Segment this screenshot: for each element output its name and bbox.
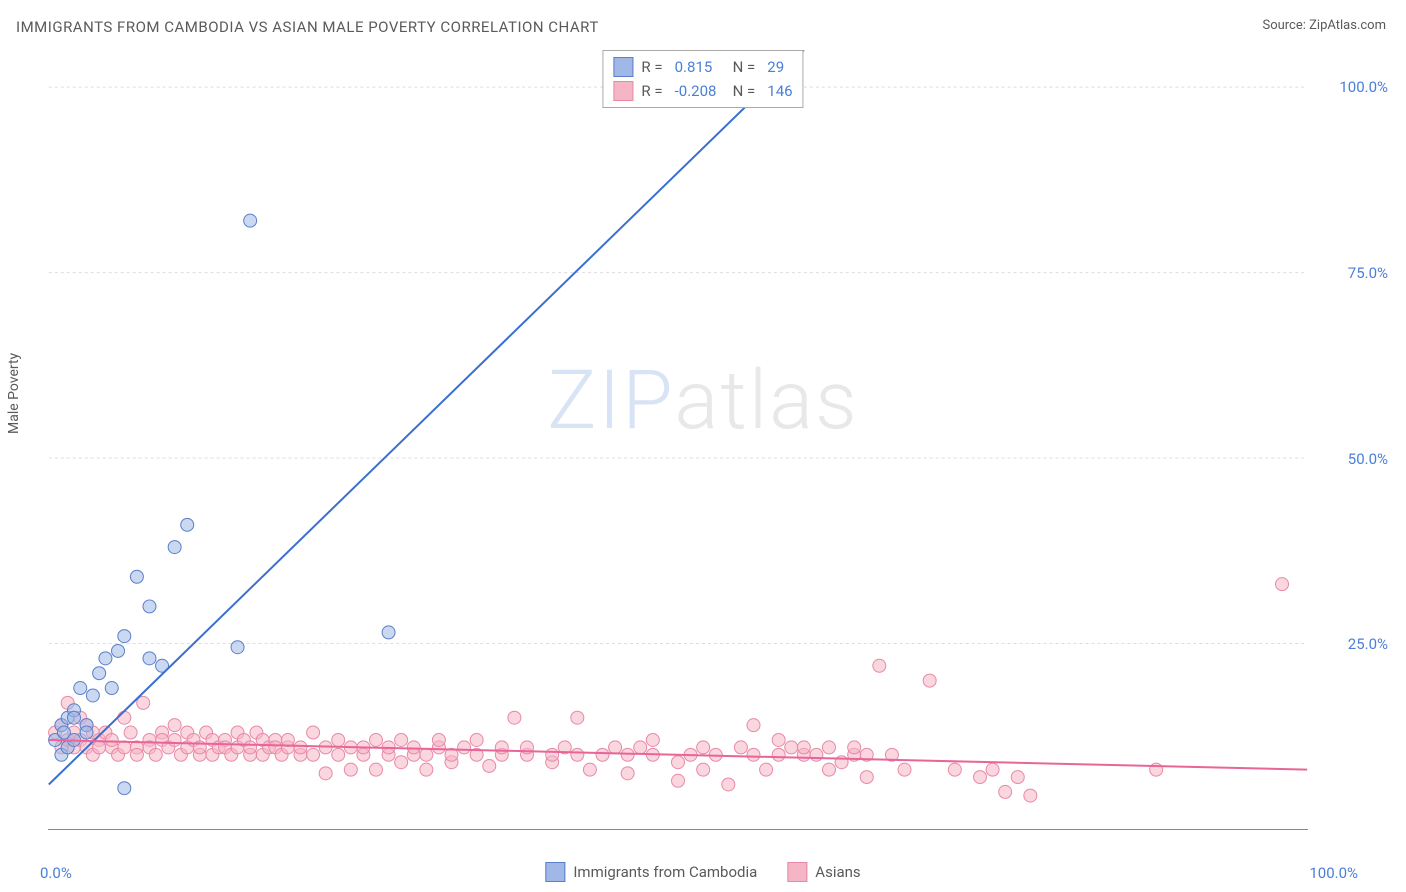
source-value: ZipAtlas.com bbox=[1309, 18, 1386, 33]
legend-label-1: Asians bbox=[815, 863, 860, 881]
y-axis-label: Male Poverty bbox=[6, 353, 22, 434]
legend-r-value-0: 0.815 bbox=[675, 58, 725, 76]
legend-row-series-1: R = -0.208 N = 146 bbox=[613, 79, 792, 103]
series-legend: Immigrants from Cambodia Asians bbox=[545, 862, 860, 882]
legend-swatch-bottom-1 bbox=[787, 862, 807, 882]
x-tick-start: 0.0% bbox=[40, 864, 72, 882]
y-tick-label: 75.0% bbox=[1348, 264, 1388, 282]
scatter-plot-svg bbox=[48, 50, 1308, 829]
legend-swatch-0 bbox=[613, 57, 633, 77]
source-credit: Source: ZipAtlas.com bbox=[1262, 18, 1386, 33]
legend-n-label-0: N = bbox=[733, 58, 756, 76]
legend-label-0: Immigrants from Cambodia bbox=[573, 863, 757, 881]
legend-n-label-1: N = bbox=[733, 82, 756, 100]
legend-item-1: Asians bbox=[787, 862, 860, 882]
legend-swatch-1 bbox=[613, 81, 633, 101]
x-tick-end: 100.0% bbox=[1309, 864, 1358, 882]
legend-row-series-0: R = 0.815 N = 29 bbox=[613, 55, 792, 79]
legend-r-label-1: R = bbox=[641, 82, 662, 100]
correlation-legend: R = 0.815 N = 29 R = -0.208 N = 146 bbox=[602, 50, 803, 108]
legend-swatch-bottom-0 bbox=[545, 862, 565, 882]
legend-n-value-1: 146 bbox=[767, 82, 792, 100]
y-tick-label: 50.0% bbox=[1348, 450, 1388, 468]
y-tick-label: 25.0% bbox=[1348, 635, 1388, 653]
chart-title: IMMIGRANTS FROM CAMBODIA VS ASIAN MALE P… bbox=[16, 18, 599, 36]
legend-item-0: Immigrants from Cambodia bbox=[545, 862, 757, 882]
legend-r-value-1: -0.208 bbox=[675, 82, 725, 100]
legend-r-label-0: R = bbox=[641, 58, 662, 76]
chart-container: IMMIGRANTS FROM CAMBODIA VS ASIAN MALE P… bbox=[0, 0, 1406, 892]
source-label: Source: bbox=[1262, 18, 1309, 33]
plot-area bbox=[48, 50, 1308, 830]
legend-n-value-0: 29 bbox=[767, 58, 784, 76]
y-tick-label: 100.0% bbox=[1339, 78, 1388, 96]
